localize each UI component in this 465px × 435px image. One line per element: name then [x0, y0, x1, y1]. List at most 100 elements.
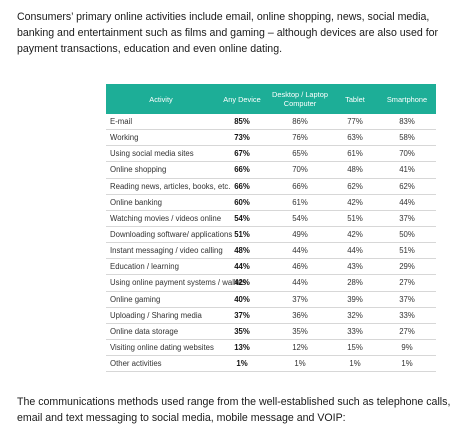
- cell-activity: Visiting online dating websites: [106, 339, 216, 357]
- header-tablet: Tablet: [332, 84, 378, 114]
- cell-tablet: 32%: [332, 307, 378, 324]
- header-activity: Activity: [106, 84, 216, 114]
- cell-any-device: 85%: [216, 114, 268, 131]
- table-row: Working 73% 76% 63% 58%: [106, 129, 436, 147]
- cell-desktop-laptop: 66%: [268, 178, 332, 195]
- cell-activity: E-mail: [106, 114, 216, 131]
- cell-activity: Downloading software/ applications: [106, 226, 232, 244]
- cell-desktop-laptop: 36%: [268, 307, 332, 324]
- cell-desktop-laptop: 44%: [268, 274, 332, 292]
- table-row: Education / learning 44% 46% 43% 29%: [106, 258, 436, 276]
- table-row: Downloading software/ applications 51% 49%…: [106, 226, 436, 244]
- cell-any-device: 44%: [216, 258, 268, 276]
- cell-tablet: 44%: [332, 242, 378, 260]
- table-row: Online data storage 35% 35% 33% 27%: [106, 323, 436, 340]
- cell-smartphone: 33%: [378, 307, 436, 324]
- cell-any-device: 40%: [216, 291, 268, 308]
- cell-tablet: 39%: [332, 291, 378, 308]
- cell-desktop-laptop: 49%: [268, 226, 332, 244]
- cell-desktop-laptop: 65%: [268, 145, 332, 163]
- table-row: Online shopping 66% 70% 48% 41%: [106, 161, 436, 179]
- cell-smartphone: 27%: [378, 274, 436, 292]
- cell-activity: Using online payment systems / wallets: [106, 274, 246, 292]
- cell-any-device: 73%: [216, 129, 268, 147]
- cell-any-device: 13%: [216, 339, 268, 357]
- cell-tablet: 43%: [332, 258, 378, 276]
- cell-desktop-laptop: 44%: [268, 242, 332, 260]
- cell-smartphone: 83%: [378, 114, 436, 131]
- table-header: Activity Any Device Desktop / Laptop Com…: [106, 84, 436, 114]
- cell-desktop-laptop: 37%: [268, 291, 332, 308]
- cell-desktop-laptop: 70%: [268, 161, 332, 179]
- cell-activity: Online gaming: [106, 291, 216, 308]
- cell-activity: Working: [106, 129, 216, 147]
- cell-smartphone: 9%: [378, 339, 436, 357]
- table-row: Other activities 1% 1% 1% 1%: [106, 355, 436, 373]
- cell-any-device: 66%: [216, 161, 268, 179]
- table-row: E-mail 85% 86% 77% 83%: [106, 114, 436, 131]
- cell-tablet: 61%: [332, 145, 378, 163]
- cell-smartphone: 58%: [378, 129, 436, 147]
- table-row: Using social media sites 67% 65% 61% 70%: [106, 145, 436, 163]
- header-any-device: Any Device: [216, 84, 268, 114]
- cell-desktop-laptop: 54%: [268, 210, 332, 227]
- cell-any-device: 51%: [216, 226, 268, 244]
- cell-tablet: 51%: [332, 210, 378, 227]
- cell-smartphone: 37%: [378, 210, 436, 227]
- header-row: Activity Any Device Desktop / Laptop Com…: [106, 84, 436, 114]
- cell-smartphone: 37%: [378, 291, 436, 308]
- cell-activity: Uploading / Sharing media: [106, 307, 216, 324]
- table-row: Visiting online dating websites 13% 12% 15%…: [106, 339, 436, 357]
- cell-tablet: 33%: [332, 323, 378, 340]
- cell-desktop-laptop: 86%: [268, 114, 332, 131]
- cell-desktop-laptop: 35%: [268, 323, 332, 340]
- cell-tablet: 1%: [332, 355, 378, 373]
- table-row: Online banking 60% 61% 42% 44%: [106, 194, 436, 211]
- table-row: Online gaming 40% 37% 39% 37%: [106, 291, 436, 308]
- cell-tablet: 77%: [332, 114, 378, 131]
- cell-tablet: 15%: [332, 339, 378, 357]
- cell-activity: Online shopping: [106, 161, 216, 179]
- cell-smartphone: 41%: [378, 161, 436, 179]
- cell-desktop-laptop: 46%: [268, 258, 332, 276]
- cell-any-device: 48%: [216, 242, 268, 260]
- cell-activity: Online banking: [106, 194, 216, 211]
- cell-activity: Watching movies / videos online: [106, 210, 221, 227]
- cell-any-device: 54%: [216, 210, 268, 227]
- cell-any-device: 67%: [216, 145, 268, 163]
- cell-activity: Online data storage: [106, 323, 216, 340]
- cell-smartphone: 51%: [378, 242, 436, 260]
- cell-desktop-laptop: 61%: [268, 194, 332, 211]
- header-smartphone: Smartphone: [378, 84, 436, 114]
- cell-tablet: 48%: [332, 161, 378, 179]
- cell-tablet: 28%: [332, 274, 378, 292]
- cell-activity: Education / learning: [106, 258, 216, 276]
- activities-table: Activity Any Device Desktop / Laptop Com…: [106, 84, 436, 373]
- cell-activity: Other activities: [106, 355, 216, 373]
- table-row: Reading news, articles, books, etc. 66% 66…: [106, 178, 436, 195]
- cell-smartphone: 27%: [378, 323, 436, 340]
- table-body: E-mail 85% 86% 77% 83% Working 73% 76% 63% 58% Usi…: [106, 114, 436, 373]
- cell-smartphone: 1%: [378, 355, 436, 373]
- outro-paragraph: The communications methods used range fr…: [17, 396, 451, 425]
- cell-activity: Reading news, articles, books, etc.: [106, 178, 230, 195]
- cell-activity: Using social media sites: [106, 145, 216, 163]
- cell-any-device: 35%: [216, 323, 268, 340]
- cell-any-device: 1%: [216, 355, 268, 373]
- cell-smartphone: 29%: [378, 258, 436, 276]
- cell-any-device: 66%: [216, 178, 268, 195]
- cell-desktop-laptop: 1%: [268, 355, 332, 373]
- cell-tablet: 62%: [332, 178, 378, 195]
- header-desktop-laptop: Desktop / Laptop Computer: [268, 84, 332, 114]
- cell-smartphone: 62%: [378, 178, 436, 195]
- cell-desktop-laptop: 76%: [268, 129, 332, 147]
- cell-activity: Instant messaging / video calling: [106, 242, 223, 260]
- cell-smartphone: 50%: [378, 226, 436, 244]
- cell-smartphone: 70%: [378, 145, 436, 163]
- cell-tablet: 63%: [332, 129, 378, 147]
- cell-tablet: 42%: [332, 194, 378, 211]
- table-row: Using online payment systems / wallets 42…: [106, 274, 436, 292]
- table-row: Uploading / Sharing media 37% 36% 32% 33%: [106, 307, 436, 324]
- cell-desktop-laptop: 12%: [268, 339, 332, 357]
- table-row: Instant messaging / video calling 48% 44% 4…: [106, 242, 436, 260]
